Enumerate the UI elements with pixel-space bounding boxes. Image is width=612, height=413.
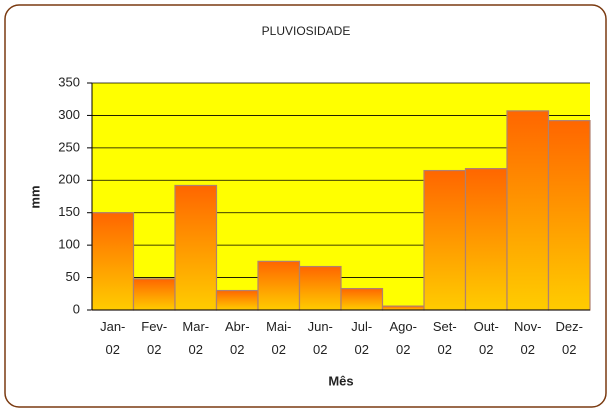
bar [464, 168, 508, 311]
y-tick-label: 50 [66, 269, 80, 284]
bar [132, 278, 176, 311]
y-tick-label: 0 [73, 301, 80, 316]
x-tick-label: Ago-02 [390, 319, 417, 357]
bar [91, 212, 135, 311]
x-axis-label: Mês [328, 373, 353, 388]
bar [547, 120, 591, 311]
x-tick-label: Mar-02 [182, 319, 209, 357]
bar [506, 110, 550, 311]
bar [298, 265, 342, 311]
x-tick-label: Nov-02 [514, 319, 541, 357]
x-tick-label: Jan-02 [100, 319, 125, 357]
bar [340, 287, 384, 311]
chart-title: PLUVIOSIDADE [262, 24, 351, 38]
bar [257, 260, 301, 311]
x-tick-label: Set-02 [433, 319, 457, 357]
x-tick-label: Jul-02 [351, 319, 372, 357]
bar [215, 289, 259, 311]
bar [423, 169, 467, 311]
y-axis-label: mm [27, 185, 42, 208]
y-tick-label: 300 [58, 107, 80, 122]
x-tick-label: Out-02 [474, 319, 499, 357]
bar [174, 184, 218, 311]
x-tick-label: Fev-02 [141, 319, 167, 357]
y-tick-label: 350 [58, 74, 80, 89]
x-tick-label: Jun-02 [308, 319, 333, 357]
bar [381, 305, 425, 311]
x-tick-label: Dez-02 [556, 319, 583, 357]
x-tick-label: Mai-02 [266, 319, 291, 357]
y-tick-label: 250 [58, 139, 80, 154]
y-tick-label: 100 [58, 237, 80, 252]
y-tick-label: 200 [58, 172, 80, 187]
y-tick-label: 150 [58, 204, 80, 219]
x-tick-label: Abr-02 [225, 319, 250, 357]
